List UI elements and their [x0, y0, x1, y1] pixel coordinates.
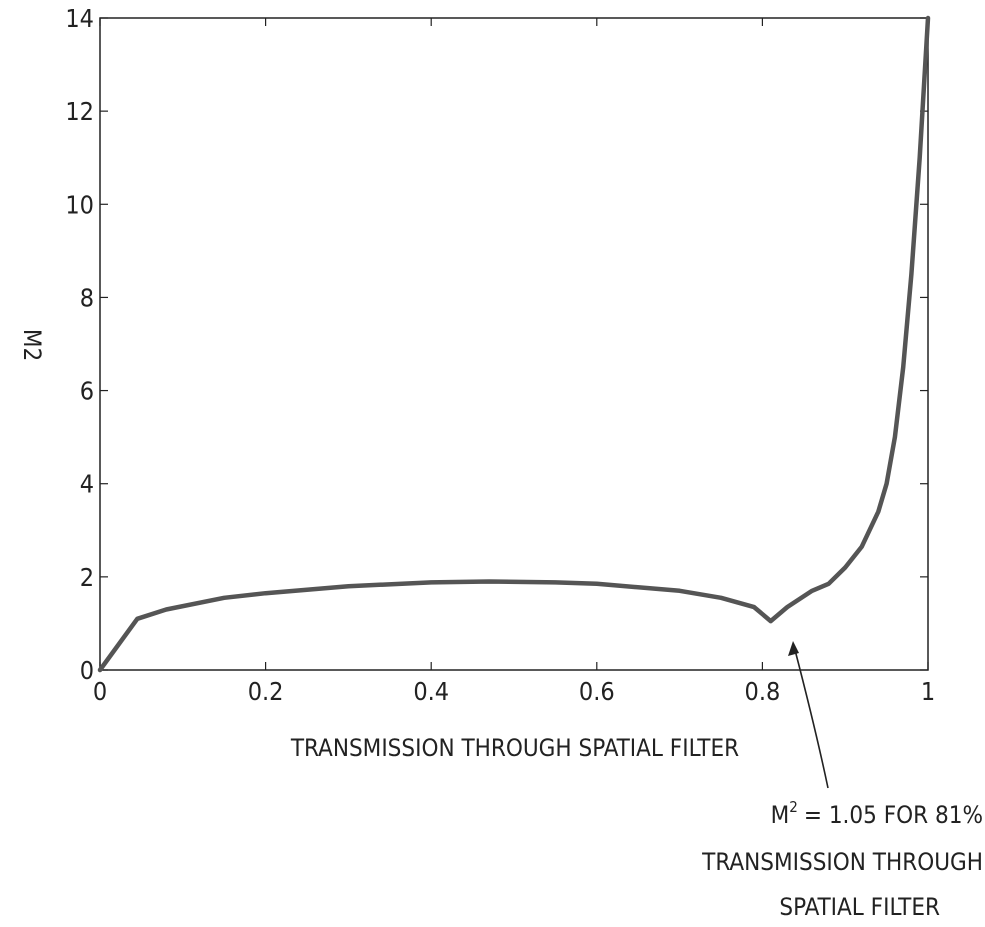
x-tick-label: 0	[93, 677, 107, 706]
axes	[100, 18, 928, 670]
annotation-arrowhead	[788, 641, 799, 656]
y-tick-label: 4	[80, 470, 94, 499]
ticks: 00.20.40.60.8102468101214	[65, 4, 935, 706]
y-axis-label: M2	[18, 329, 46, 361]
plot-frame	[100, 18, 928, 670]
x-tick-label: 0.4	[413, 677, 449, 706]
y-tick-label: 10	[65, 190, 94, 219]
annotation-m-prefix: M	[771, 801, 790, 829]
y-tick-label: 2	[80, 563, 94, 592]
annotation-line-2: TRANSMISSION THROUGH	[701, 848, 983, 876]
y-tick-label: 14	[65, 4, 94, 33]
x-tick-label: 1	[921, 677, 935, 706]
series	[100, 18, 928, 670]
x-tick-label: 0.6	[579, 677, 615, 706]
x-axis-label: TRANSMISSION THROUGH SPATIAL FILTER	[290, 734, 739, 762]
x-tick-label: 0.2	[248, 677, 284, 706]
y-tick-label: 12	[65, 97, 94, 126]
y-tick-label: 8	[80, 283, 94, 312]
annotation-text-1: = 1.05 FOR 81%	[804, 801, 983, 829]
y-tick-label: 0	[80, 656, 94, 685]
annotation: M2 = 1.05 FOR 81% TRANSMISSION THROUGH SP…	[701, 641, 983, 921]
series-line	[100, 18, 928, 670]
x-tick-label: 0.8	[745, 677, 781, 706]
annotation-line-3: SPATIAL FILTER	[779, 893, 940, 921]
y-tick-label: 6	[80, 377, 94, 406]
annotation-line-1: M2 = 1.05 FOR 81%	[771, 798, 983, 829]
annotation-superscript: 2	[789, 798, 798, 816]
